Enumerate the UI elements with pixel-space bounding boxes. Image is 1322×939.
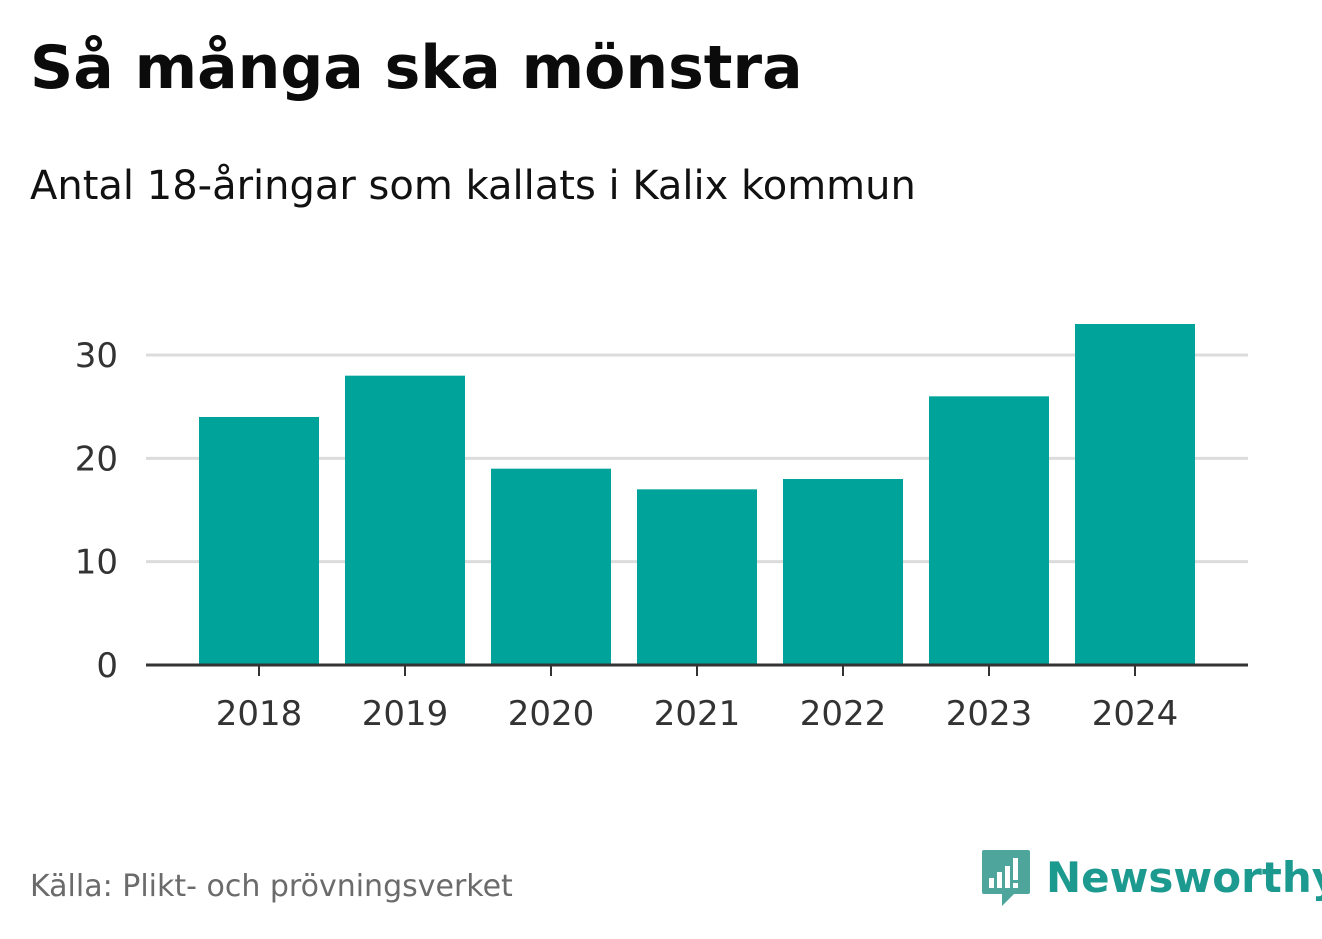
bars (199, 324, 1195, 665)
x-tick-label: 2023 (946, 694, 1033, 734)
bar-2023 (929, 396, 1049, 665)
y-tick-label: 0 (96, 646, 118, 686)
brand-name: Newsworthy (1046, 853, 1322, 902)
y-tick-label: 30 (75, 336, 118, 376)
brand-logo: Newsworthy (980, 848, 1322, 908)
bar-2020 (491, 468, 611, 665)
source-note: Källa: Plikt- och prövningsverket (30, 869, 513, 904)
y-axis-ticks: 0 10 20 30 (75, 336, 118, 686)
x-tick-label: 2018 (216, 694, 303, 734)
bar-2021 (637, 489, 757, 665)
bar-2022 (783, 479, 903, 665)
x-tick-label: 2022 (800, 694, 887, 734)
x-tick-label: 2020 (508, 694, 595, 734)
y-tick-label: 10 (75, 543, 118, 583)
bar-2018 (199, 417, 319, 665)
newsworthy-logo-icon (982, 850, 1030, 906)
chart-subtitle: Antal 18-åringar som kallats i Kalix kom… (30, 163, 916, 209)
bar-2024 (1075, 324, 1195, 665)
chart-title: Så många ska mönstra (30, 33, 803, 103)
x-tick-label: 2021 (654, 694, 741, 734)
x-axis-ticks: 2018 2019 2020 2021 2022 2023 2024 (216, 665, 1179, 734)
x-tick-label: 2019 (362, 694, 449, 734)
x-tick-label: 2024 (1092, 694, 1179, 734)
bar-2019 (345, 375, 465, 665)
y-tick-label: 20 (75, 439, 118, 479)
